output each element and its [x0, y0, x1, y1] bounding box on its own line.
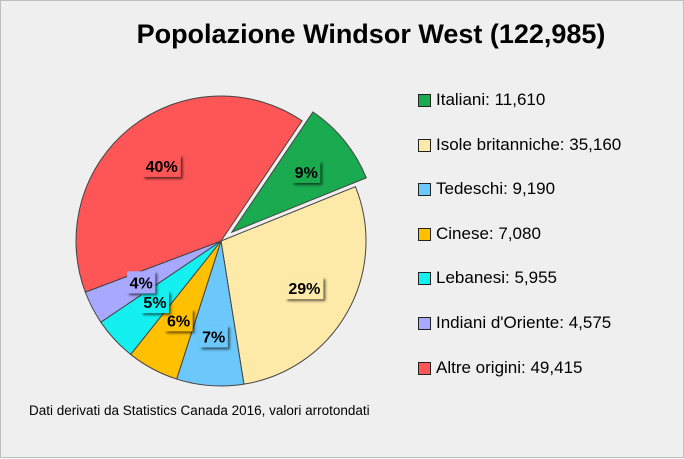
pct-label-text: 4% [130, 275, 153, 292]
pct-label-box [164, 309, 193, 332]
pie-slice-altre-origini [75, 95, 303, 293]
pct-label-text: 40% [146, 159, 178, 176]
legend-label: Lebanesi: 5,955 [436, 268, 557, 288]
pct-label-text: 29% [288, 281, 320, 298]
pct-label-box [285, 277, 324, 300]
legend-label: Italiani: 11,610 [436, 90, 546, 109]
legend-swatch [418, 227, 431, 241]
legend-swatch [418, 183, 431, 197]
pct-label-box [292, 160, 321, 183]
pct-label-cinese: 6% [164, 309, 193, 332]
legend-label: Indiani d'Oriente: 4,575 [436, 313, 612, 332]
pct-label-text: 7% [202, 329, 225, 346]
pct-label-lebanesi: 5% [140, 291, 169, 314]
pct-label-indiani-d-oriente: 4% [127, 271, 156, 294]
pct-label-box [140, 291, 169, 314]
legend-label: Tedeschi: 9,190 [436, 179, 556, 199]
legend-swatch [418, 272, 431, 286]
chart-title: Popolazione Windsor West (122,985) [136, 19, 606, 49]
legend-label: Isole britanniche: 35,160 [436, 134, 622, 154]
pct-label-tedeschi: 7% [199, 325, 228, 348]
legend-swatch [418, 94, 431, 107]
pct-label-box [199, 325, 228, 348]
pct-label-text: 6% [167, 313, 190, 330]
source-note: Dati derivati da Statistics Canada 2016,… [29, 403, 370, 418]
legend-label: Cinese: 7,080 [436, 223, 541, 243]
pct-label-box [142, 154, 181, 177]
pct-label-text: 5% [143, 295, 166, 312]
legend-swatch [418, 317, 431, 330]
pct-label-altre-origini: 40% [142, 154, 181, 177]
legend-label: Altre origini: 49,415 [436, 357, 583, 377]
pct-label-italiani: 9% [292, 160, 321, 183]
pct-label-isole-britanniche: 29% [285, 277, 324, 300]
legend-swatch [418, 361, 431, 375]
legend-swatch [418, 138, 431, 152]
pct-label-text: 9% [295, 165, 318, 182]
pct-label-box [127, 271, 156, 294]
